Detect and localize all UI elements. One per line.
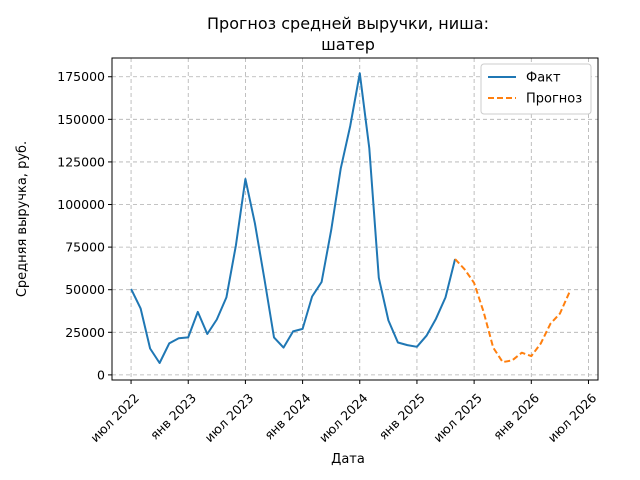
y-tick-label: 100000 bbox=[57, 197, 105, 212]
chart-title-line-1: Прогноз средней выручки, ниша: bbox=[207, 14, 489, 33]
series-line-fact bbox=[130, 72, 457, 364]
legend-label-fact: Факт bbox=[526, 71, 561, 86]
x-axis-label: Дата bbox=[331, 452, 365, 467]
series-lines bbox=[130, 72, 571, 364]
chart-title-line-2: шатер bbox=[321, 35, 375, 54]
legend-label-forecast: Прогноз bbox=[526, 92, 582, 107]
y-axis-label: Средняя выручка, руб. bbox=[15, 141, 30, 297]
y-tick-label: 125000 bbox=[57, 154, 105, 169]
y-axis-ticks: 0 25000 50000 75000 100000 125000 150000 175000 bbox=[57, 69, 112, 382]
y-tick-label: 50000 bbox=[65, 282, 105, 297]
y-tick-label: 0 bbox=[97, 367, 105, 382]
y-tick-label: 175000 bbox=[57, 69, 105, 84]
plot-frame bbox=[111, 57, 599, 381]
y-tick-label: 75000 bbox=[65, 240, 105, 255]
y-tick-label: 150000 bbox=[57, 112, 105, 127]
legend: Факт Прогноз bbox=[480, 63, 592, 115]
y-tick-label: 25000 bbox=[65, 325, 105, 340]
series-line-forecast bbox=[454, 258, 571, 364]
